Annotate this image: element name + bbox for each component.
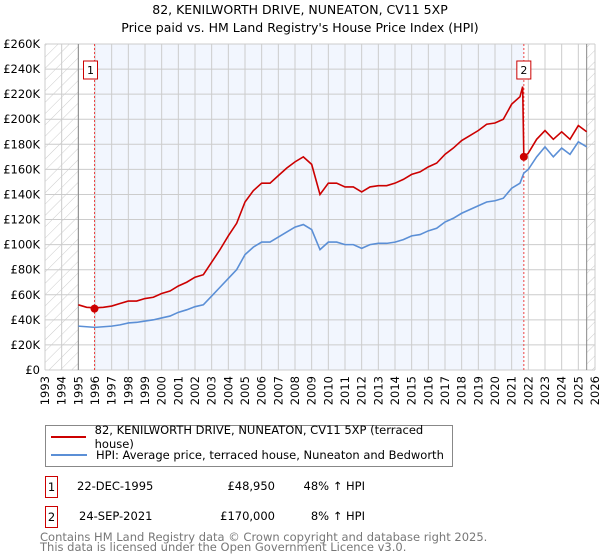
legend-label: 82, KENILWORTH DRIVE, NUNEATON, CV11 5XP…: [94, 423, 424, 451]
transaction-badge: 2: [45, 506, 58, 528]
legend-swatch-blue: [51, 454, 87, 456]
x-tick-label: 2013: [371, 376, 385, 405]
x-tick-label: 1995: [71, 376, 85, 405]
chart-subtitle: Price paid vs. HM Land Registry's House …: [121, 20, 479, 35]
ownership-shading: [94, 44, 524, 370]
x-tick-label: 2008: [288, 376, 302, 405]
x-tick-label: 1994: [55, 376, 69, 405]
y-tick-label: £200K: [3, 112, 40, 126]
transaction-hpi: 8% ↑ HPI: [310, 509, 365, 523]
transaction-date: 22-DEC-1995: [77, 479, 154, 493]
x-tick-label: 2000: [155, 376, 169, 405]
x-tick-label: 2022: [521, 376, 535, 405]
legend-label: HPI: Average price, terraced house, Nune…: [96, 448, 444, 462]
x-tick-label: 2026: [588, 376, 600, 405]
x-tick-label: 2014: [388, 376, 402, 405]
y-tick-label: £40K: [11, 313, 41, 327]
y-tick-label: £180K: [3, 137, 40, 151]
x-tick-label: 2010: [321, 376, 335, 405]
y-tick-label: £140K: [3, 187, 40, 201]
x-tick-label: 1999: [138, 376, 152, 405]
x-tick-label: 2007: [271, 376, 285, 405]
x-tick-label: 2005: [238, 376, 252, 405]
legend-item-property: 82, KENILWORTH DRIVE, NUNEATON, CV11 5XP…: [51, 423, 452, 451]
transaction-hpi: 48% ↑ HPI: [303, 479, 365, 493]
y-tick-label: £260K: [3, 37, 40, 51]
y-tick-label: £60K: [11, 288, 41, 302]
y-tick-label: £120K: [3, 213, 40, 227]
x-tick-label: 2011: [338, 376, 352, 405]
y-tick-label: £80K: [11, 263, 41, 277]
x-tick-label: 2020: [488, 376, 502, 405]
x-tick-label: 2009: [305, 376, 319, 405]
x-tick-label: 2023: [538, 376, 552, 405]
y-tick-label: £0: [25, 363, 40, 377]
transaction-date: 24-SEP-2021: [79, 509, 153, 523]
footer-line: Contains HM Land Registry data © Crown c…: [40, 530, 488, 544]
chart-title: 82, KENILWORTH DRIVE, NUNEATON, CV11 5XP: [152, 2, 448, 17]
legend: 82, KENILWORTH DRIVE, NUNEATON, CV11 5XP…: [45, 423, 453, 467]
x-tick-label: 2019: [471, 376, 485, 405]
series-line: [78, 140, 588, 329]
x-tick-label: 2015: [405, 376, 419, 405]
x-tick-label: 2002: [188, 376, 202, 405]
x-tick-label: 1996: [88, 376, 102, 405]
transaction-price: £170,000: [220, 509, 275, 523]
x-tick-label: 1998: [121, 376, 135, 405]
sale-label-box: [83, 60, 98, 80]
x-tick-label: 1993: [38, 376, 52, 405]
sale-label: 1: [87, 64, 94, 77]
sale-point: [90, 304, 99, 313]
sale-label-box: [516, 60, 532, 80]
x-tick-label: 2025: [571, 376, 585, 405]
transaction-price: £48,950: [227, 479, 275, 493]
x-tick-label: 2021: [505, 376, 519, 405]
x-tick-label: 2018: [455, 376, 469, 405]
x-tick-label: 2012: [355, 376, 369, 405]
y-tick-label: £20K: [11, 338, 41, 352]
sale-label: 2: [520, 64, 527, 77]
x-tick-label: 2004: [221, 376, 235, 405]
x-tick-label: 2016: [421, 376, 435, 405]
series-line: [78, 86, 588, 309]
y-tick-label: £100K: [3, 238, 40, 252]
y-tick-label: £220K: [3, 87, 40, 101]
x-tick-label: 2001: [171, 376, 185, 405]
x-tick-label: 2006: [255, 376, 269, 405]
y-tick-label: £240K: [3, 62, 40, 76]
legend-item-hpi: HPI: Average price, terraced house, Nune…: [51, 447, 444, 463]
x-tick-label: 2003: [205, 376, 219, 405]
footer-line: This data is licensed under the Open Gov…: [40, 540, 407, 554]
y-tick-label: £160K: [3, 162, 40, 176]
x-tick-label: 1997: [105, 376, 119, 405]
x-tick-label: 2017: [438, 376, 452, 405]
legend-swatch-red: [51, 436, 86, 438]
sale-point: [519, 152, 528, 161]
hatched-region: [586, 44, 595, 370]
x-tick-label: 2024: [555, 376, 569, 405]
transaction-badge: 1: [45, 476, 58, 498]
price-chart: 1993 1994 1995 1996 1997 1998 1999 2000 2001 2002…: [3, 37, 600, 405]
